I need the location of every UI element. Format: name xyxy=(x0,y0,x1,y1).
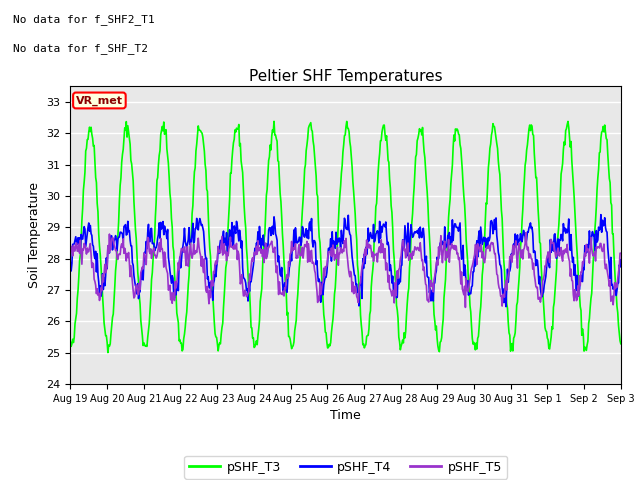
pSHF_T3 xyxy=(219,320,227,326)
pSHF_T5 xyxy=(67,250,74,255)
pSHF_T4 xyxy=(67,260,74,265)
Legend: pSHF_T3, pSHF_T4, pSHF_T5: pSHF_T3, pSHF_T4, pSHF_T5 xyxy=(184,456,507,479)
pSHF_T3 xyxy=(270,119,278,124)
pSHF_T5 xyxy=(429,280,436,286)
Line: pSHF_T3: pSHF_T3 xyxy=(70,121,621,353)
Title: Peltier SHF Temperatures: Peltier SHF Temperatures xyxy=(249,69,442,84)
Line: pSHF_T5: pSHF_T5 xyxy=(70,233,621,307)
pSHF_T3 xyxy=(190,183,198,189)
pSHF_T3 xyxy=(414,135,422,141)
pSHF_T3 xyxy=(67,339,74,345)
pSHF_T4 xyxy=(133,291,141,297)
Text: No data for f_SHF_T2: No data for f_SHF_T2 xyxy=(13,43,148,54)
pSHF_T5 xyxy=(77,238,84,243)
pSHF_T5 xyxy=(522,230,530,236)
pSHF_T5 xyxy=(133,282,141,288)
pSHF_T4 xyxy=(617,257,625,263)
pSHF_T4 xyxy=(218,240,226,246)
pSHF_T5 xyxy=(413,247,420,253)
pSHF_T3 xyxy=(104,350,112,356)
pSHF_T3 xyxy=(617,341,625,347)
X-axis label: Time: Time xyxy=(330,409,361,422)
pSHF_T5 xyxy=(218,234,226,240)
pSHF_T5 xyxy=(617,250,625,256)
pSHF_T4 xyxy=(413,229,420,235)
pSHF_T3 xyxy=(77,252,84,257)
pSHF_T5 xyxy=(461,304,469,310)
pSHF_T4 xyxy=(502,304,510,310)
Text: No data for f_SHF2_T1: No data for f_SHF2_T1 xyxy=(13,14,154,25)
pSHF_T4 xyxy=(77,250,84,256)
pSHF_T4 xyxy=(597,212,605,217)
pSHF_T4 xyxy=(429,287,436,293)
Y-axis label: Soil Temperature: Soil Temperature xyxy=(28,182,41,288)
pSHF_T3 xyxy=(134,269,141,275)
pSHF_T4 xyxy=(189,220,196,226)
pSHF_T5 xyxy=(189,251,196,257)
pSHF_T3 xyxy=(430,312,438,317)
Text: VR_met: VR_met xyxy=(76,96,123,106)
Line: pSHF_T4: pSHF_T4 xyxy=(70,215,621,307)
